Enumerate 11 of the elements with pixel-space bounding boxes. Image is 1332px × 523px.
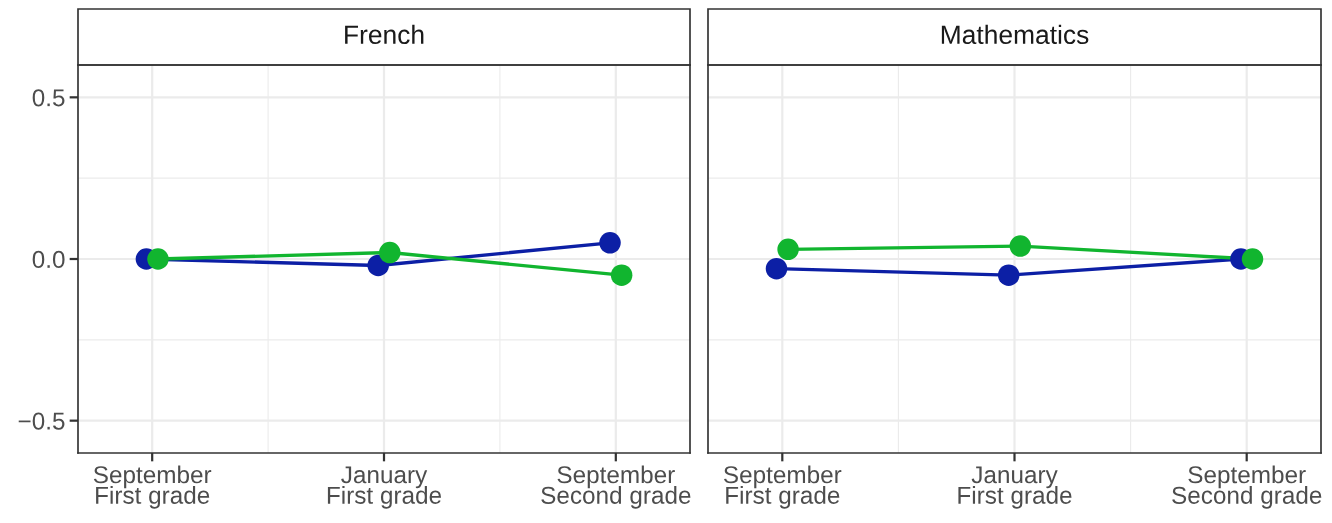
x-tick-label: September Second grade [541,465,691,509]
x-tick-label: September First grade [723,465,842,509]
x-tick-label: January First grade [327,466,442,509]
y-tick-label: 0.5 [32,89,65,107]
y-tick-label: 0.0 [32,250,65,269]
y-tick-label: −0.5 [18,412,65,430]
chart-title: Mathematics [941,24,1089,45]
x-tick-label: September First grade [93,465,212,509]
x-tick-label: September Second grade [1172,465,1322,509]
chart-title: French [345,24,424,45]
x-tick-label: January First grade [958,466,1072,509]
